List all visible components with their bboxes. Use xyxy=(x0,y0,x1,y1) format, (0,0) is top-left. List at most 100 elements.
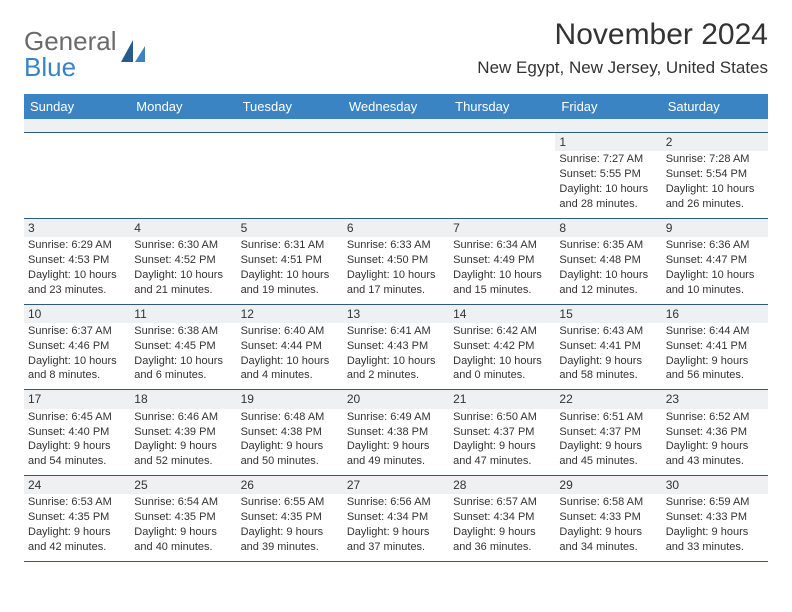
day-sunrise: Sunrise: 6:45 AM xyxy=(28,410,126,425)
day-number: 1 xyxy=(555,133,661,151)
blank-row xyxy=(24,119,768,133)
day-sunset: Sunset: 4:50 PM xyxy=(347,253,445,268)
day-sunset: Sunset: 4:43 PM xyxy=(347,339,445,354)
calendar-day: 14Sunrise: 6:42 AMSunset: 4:42 PMDayligh… xyxy=(449,305,555,390)
calendar-day: 21Sunrise: 6:50 AMSunset: 4:37 PMDayligh… xyxy=(449,390,555,475)
calendar-day: 12Sunrise: 6:40 AMSunset: 4:44 PMDayligh… xyxy=(237,305,343,390)
day-sunset: Sunset: 4:37 PM xyxy=(559,425,657,440)
calendar-day: 17Sunrise: 6:45 AMSunset: 4:40 PMDayligh… xyxy=(24,390,130,475)
day-number: 8 xyxy=(555,219,661,237)
day-number: 29 xyxy=(555,476,661,494)
day-daylight: Daylight: 9 hours and 34 minutes. xyxy=(559,525,657,555)
day-sunrise: Sunrise: 6:59 AM xyxy=(666,495,764,510)
calendar-day xyxy=(237,133,343,218)
weekday-mon: Monday xyxy=(130,94,236,119)
day-sunset: Sunset: 4:37 PM xyxy=(453,425,551,440)
day-number: 12 xyxy=(237,305,343,323)
day-sunrise: Sunrise: 6:54 AM xyxy=(134,495,232,510)
day-sunrise: Sunrise: 6:30 AM xyxy=(134,238,232,253)
day-number: 26 xyxy=(237,476,343,494)
day-body: Sunrise: 7:28 AMSunset: 5:54 PMDaylight:… xyxy=(662,151,768,217)
calendar-week: 1Sunrise: 7:27 AMSunset: 5:55 PMDaylight… xyxy=(24,133,768,219)
calendar-day xyxy=(24,133,130,218)
day-daylight: Daylight: 9 hours and 50 minutes. xyxy=(241,439,339,469)
day-sunset: Sunset: 4:33 PM xyxy=(666,510,764,525)
day-number: 6 xyxy=(343,219,449,237)
calendar-day: 29Sunrise: 6:58 AMSunset: 4:33 PMDayligh… xyxy=(555,476,661,561)
day-sunset: Sunset: 4:49 PM xyxy=(453,253,551,268)
day-body: Sunrise: 6:35 AMSunset: 4:48 PMDaylight:… xyxy=(555,237,661,303)
day-daylight: Daylight: 9 hours and 58 minutes. xyxy=(559,354,657,384)
day-sunrise: Sunrise: 6:49 AM xyxy=(347,410,445,425)
day-daylight: Daylight: 9 hours and 36 minutes. xyxy=(453,525,551,555)
day-number: 14 xyxy=(449,305,555,323)
day-sunset: Sunset: 5:55 PM xyxy=(559,167,657,182)
day-daylight: Daylight: 10 hours and 12 minutes. xyxy=(559,268,657,298)
logo: General Blue xyxy=(24,18,147,80)
calendar-day: 30Sunrise: 6:59 AMSunset: 4:33 PMDayligh… xyxy=(662,476,768,561)
day-sunrise: Sunrise: 6:55 AM xyxy=(241,495,339,510)
day-number: 10 xyxy=(24,305,130,323)
calendar: Sunday Monday Tuesday Wednesday Thursday… xyxy=(24,94,768,562)
calendar-day: 19Sunrise: 6:48 AMSunset: 4:38 PMDayligh… xyxy=(237,390,343,475)
day-daylight: Daylight: 10 hours and 26 minutes. xyxy=(666,182,764,212)
calendar-day: 18Sunrise: 6:46 AMSunset: 4:39 PMDayligh… xyxy=(130,390,236,475)
day-sunrise: Sunrise: 7:27 AM xyxy=(559,152,657,167)
weekday-header: Sunday Monday Tuesday Wednesday Thursday… xyxy=(24,94,768,119)
calendar-day: 3Sunrise: 6:29 AMSunset: 4:53 PMDaylight… xyxy=(24,219,130,304)
day-sunset: Sunset: 4:44 PM xyxy=(241,339,339,354)
day-body: Sunrise: 6:38 AMSunset: 4:45 PMDaylight:… xyxy=(130,323,236,389)
day-daylight: Daylight: 9 hours and 45 minutes. xyxy=(559,439,657,469)
calendar-week: 24Sunrise: 6:53 AMSunset: 4:35 PMDayligh… xyxy=(24,476,768,562)
day-number: 24 xyxy=(24,476,130,494)
day-number: 11 xyxy=(130,305,236,323)
weekday-tue: Tuesday xyxy=(237,94,343,119)
day-number: 17 xyxy=(24,390,130,408)
calendar-day: 4Sunrise: 6:30 AMSunset: 4:52 PMDaylight… xyxy=(130,219,236,304)
weekday-fri: Friday xyxy=(555,94,661,119)
day-daylight: Daylight: 9 hours and 54 minutes. xyxy=(28,439,126,469)
day-sunrise: Sunrise: 6:34 AM xyxy=(453,238,551,253)
day-body: Sunrise: 6:46 AMSunset: 4:39 PMDaylight:… xyxy=(130,409,236,475)
day-sunrise: Sunrise: 6:36 AM xyxy=(666,238,764,253)
day-daylight: Daylight: 10 hours and 4 minutes. xyxy=(241,354,339,384)
day-sunrise: Sunrise: 6:46 AM xyxy=(134,410,232,425)
day-daylight: Daylight: 10 hours and 28 minutes. xyxy=(559,182,657,212)
day-body: Sunrise: 6:33 AMSunset: 4:50 PMDaylight:… xyxy=(343,237,449,303)
day-body: Sunrise: 6:31 AMSunset: 4:51 PMDaylight:… xyxy=(237,237,343,303)
day-body: Sunrise: 6:30 AMSunset: 4:52 PMDaylight:… xyxy=(130,237,236,303)
logo-blue: Blue xyxy=(24,52,76,82)
day-body: Sunrise: 6:50 AMSunset: 4:37 PMDaylight:… xyxy=(449,409,555,475)
day-body: Sunrise: 6:58 AMSunset: 4:33 PMDaylight:… xyxy=(555,494,661,560)
day-body: Sunrise: 6:40 AMSunset: 4:44 PMDaylight:… xyxy=(237,323,343,389)
day-body: Sunrise: 6:34 AMSunset: 4:49 PMDaylight:… xyxy=(449,237,555,303)
day-daylight: Daylight: 10 hours and 0 minutes. xyxy=(453,354,551,384)
day-sunrise: Sunrise: 6:41 AM xyxy=(347,324,445,339)
calendar-day: 8Sunrise: 6:35 AMSunset: 4:48 PMDaylight… xyxy=(555,219,661,304)
month-title: November 2024 xyxy=(477,18,768,52)
day-body: Sunrise: 6:56 AMSunset: 4:34 PMDaylight:… xyxy=(343,494,449,560)
day-sunrise: Sunrise: 6:40 AM xyxy=(241,324,339,339)
day-daylight: Daylight: 10 hours and 21 minutes. xyxy=(134,268,232,298)
day-sunset: Sunset: 4:33 PM xyxy=(559,510,657,525)
day-sunset: Sunset: 4:46 PM xyxy=(28,339,126,354)
day-sunset: Sunset: 4:45 PM xyxy=(134,339,232,354)
day-number: 30 xyxy=(662,476,768,494)
calendar-day: 20Sunrise: 6:49 AMSunset: 4:38 PMDayligh… xyxy=(343,390,449,475)
weekday-sun: Sunday xyxy=(24,94,130,119)
calendar-day: 11Sunrise: 6:38 AMSunset: 4:45 PMDayligh… xyxy=(130,305,236,390)
day-sunrise: Sunrise: 6:48 AM xyxy=(241,410,339,425)
day-body: Sunrise: 6:53 AMSunset: 4:35 PMDaylight:… xyxy=(24,494,130,560)
day-sunrise: Sunrise: 6:38 AM xyxy=(134,324,232,339)
day-sunrise: Sunrise: 6:56 AM xyxy=(347,495,445,510)
day-number: 28 xyxy=(449,476,555,494)
day-sunset: Sunset: 4:35 PM xyxy=(28,510,126,525)
day-number: 15 xyxy=(555,305,661,323)
calendar-day: 26Sunrise: 6:55 AMSunset: 4:35 PMDayligh… xyxy=(237,476,343,561)
day-sunrise: Sunrise: 7:28 AM xyxy=(666,152,764,167)
day-sunrise: Sunrise: 6:50 AM xyxy=(453,410,551,425)
title-block: November 2024 New Egypt, New Jersey, Uni… xyxy=(477,18,768,78)
day-number: 22 xyxy=(555,390,661,408)
day-sunset: Sunset: 4:51 PM xyxy=(241,253,339,268)
day-sunrise: Sunrise: 6:53 AM xyxy=(28,495,126,510)
